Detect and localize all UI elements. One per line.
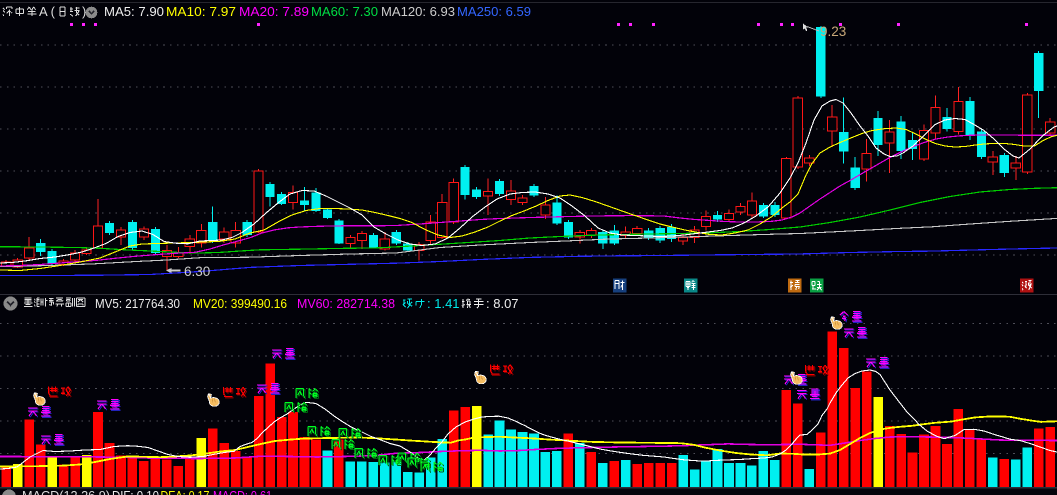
svg-text:6.30: 6.30 [184, 264, 210, 279]
svg-text:MA20: 7.89: MA20: 7.89 [239, 4, 309, 19]
svg-text:): ) [82, 4, 86, 19]
svg-text:MACD(12,26,9): MACD(12,26,9) [22, 488, 110, 495]
svg-text:9.23: 9.23 [820, 24, 846, 39]
svg-text:MA250: 6.59: MA250: 6.59 [457, 4, 531, 19]
svg-text:DEA: 0.17: DEA: 0.17 [161, 488, 210, 495]
svg-text:MA5: 7.90: MA5: 7.90 [104, 4, 164, 19]
svg-text:MACD: 0.61: MACD: 0.61 [213, 488, 272, 495]
svg-text:MV20: 399490.16: MV20: 399490.16 [193, 296, 287, 311]
svg-text:MV5: 217764.30: MV5: 217764.30 [95, 296, 180, 311]
svg-text:DIF: 0.10: DIF: 0.10 [112, 488, 159, 495]
svg-text:MA120: 6.93: MA120: 6.93 [381, 4, 455, 19]
svg-text:: 1.41: : 1.41 [427, 296, 460, 311]
svg-text:MA10: 7.97: MA10: 7.97 [166, 4, 236, 19]
svg-text:A (: A ( [39, 4, 56, 19]
svg-text:: 8.07: : 8.07 [486, 296, 519, 311]
svg-text:MA60: 7.30: MA60: 7.30 [311, 4, 378, 19]
svg-text:MV60: 282714.38: MV60: 282714.38 [297, 296, 395, 311]
